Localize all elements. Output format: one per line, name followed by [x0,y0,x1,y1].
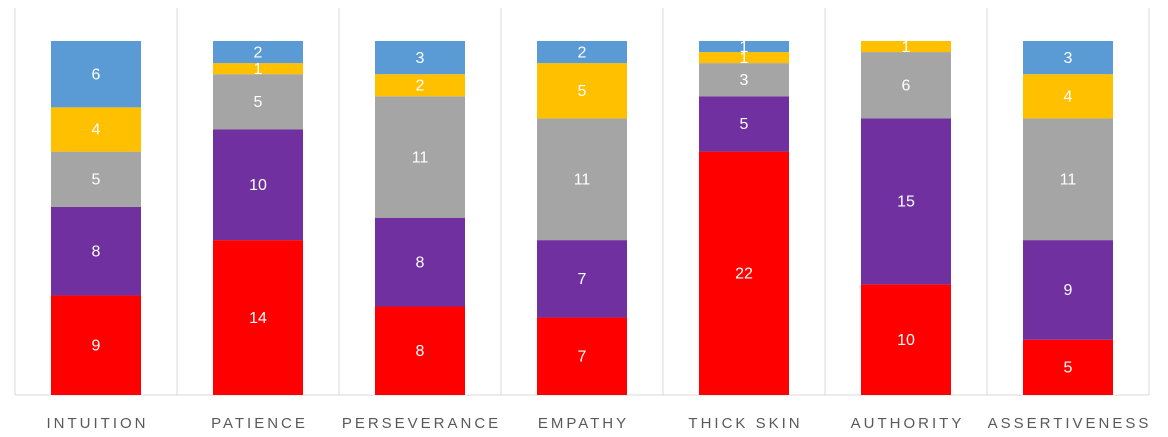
bar-segment [51,295,141,395]
bar-segment [375,218,465,307]
bar-segment [375,96,465,218]
bar-segment [375,74,465,97]
bar-segment [537,317,627,395]
x-tick-label: INTUITION [47,415,149,432]
data-label: 10 [897,332,915,349]
bar-segment [213,129,303,241]
data-label: 8 [416,254,425,271]
bar-segment [1023,118,1113,241]
bar-segment [699,63,789,97]
x-tick-label: ASSERTIVENESS [988,415,1152,432]
bar-segment [213,41,303,64]
data-label: 5 [740,116,749,133]
bar-segment [861,41,951,53]
x-tick-label: EMPATHY [538,415,629,432]
data-label: 22 [735,266,753,283]
bar-segment [51,151,141,207]
data-label: 3 [416,50,425,67]
data-label: 6 [92,66,101,83]
bar-segment [861,118,951,285]
bar-segment [861,52,951,119]
data-label: 5 [92,172,101,189]
bar-segment [51,41,141,108]
data-label: 1 [254,61,263,78]
data-label: 5 [1064,360,1073,377]
data-label: 3 [1064,50,1073,67]
data-label: 4 [1064,89,1073,106]
x-tick-label: PERSEVERANCE [342,415,501,432]
data-label: 9 [1064,282,1073,299]
data-label: 1 [740,50,749,67]
bar-segment [861,284,951,395]
bar-segment [537,63,627,119]
bar-segment [1023,339,1113,395]
data-label: 7 [578,349,587,366]
data-label: 8 [416,343,425,360]
data-label: 10 [249,177,267,194]
bar-segment [375,41,465,75]
data-label: 3 [740,72,749,89]
bar-segment [213,63,303,75]
x-tick-label: PATIENCE [211,415,308,432]
data-label: 4 [92,122,101,139]
data-label: 9 [92,337,101,354]
bar-segment [699,52,789,64]
data-label: 2 [254,44,263,61]
bar-segment [537,118,627,241]
data-label: 1 [740,39,749,56]
data-label: 11 [574,172,591,189]
bar-segment [1023,41,1113,75]
data-label: 15 [897,194,915,211]
data-label: 8 [92,243,101,260]
data-label: 5 [578,83,587,100]
data-label: 11 [1060,172,1077,189]
bar-segment [51,206,141,296]
data-label: 11 [412,149,429,166]
data-label: 2 [578,44,587,61]
bar-segment [51,107,141,152]
bar-segment [375,306,465,395]
bar-segment [537,41,627,64]
bar-segment [213,74,303,130]
data-label: 7 [578,271,587,288]
x-tick-label: THICK SKIN [688,415,802,432]
bar-segment [1023,74,1113,119]
bar-segment [537,240,627,318]
bar-segment [699,96,789,152]
bar-segment [699,41,789,53]
bar-segment [699,151,789,395]
data-label: 14 [249,310,267,327]
bar-segment [213,240,303,395]
data-label: 6 [902,77,911,94]
x-tick-label: AUTHORITY [851,415,965,432]
data-label: 1 [902,39,911,56]
data-label: 2 [416,77,425,94]
bar-segment [1023,240,1113,340]
data-label: 5 [254,94,263,111]
